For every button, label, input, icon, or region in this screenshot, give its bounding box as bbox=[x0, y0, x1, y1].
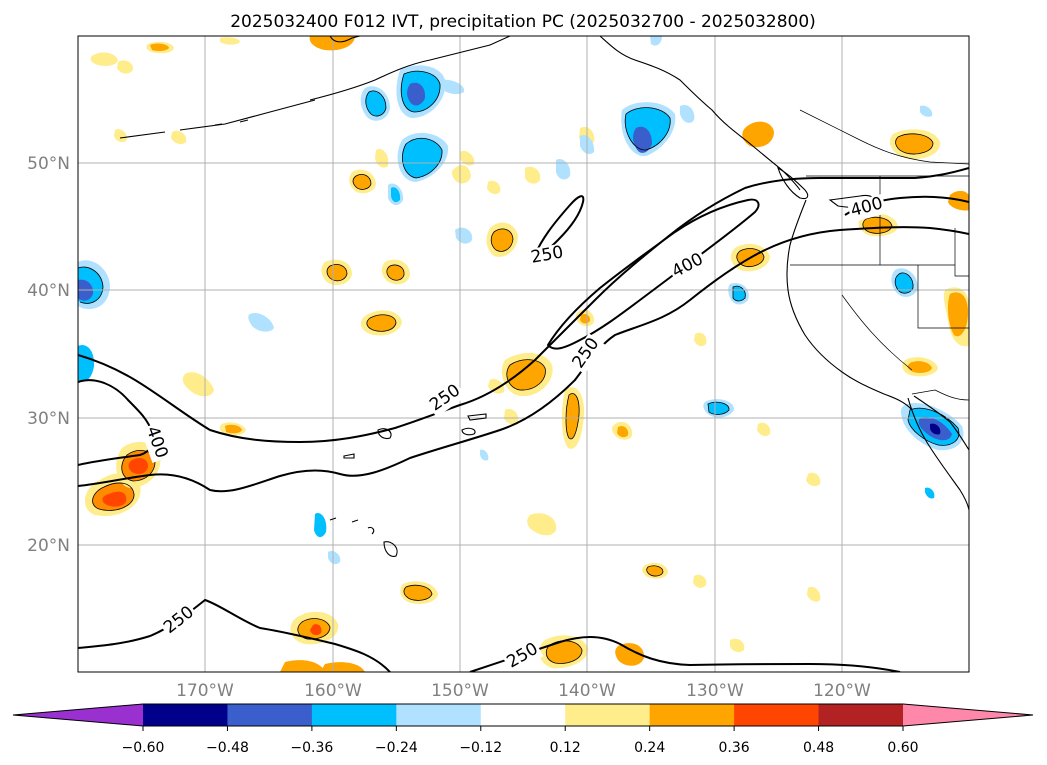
lon-label-140w: 140°W bbox=[558, 681, 616, 701]
lat-label-40n: 40°N bbox=[27, 281, 70, 301]
graticule bbox=[78, 36, 969, 672]
border-states bbox=[790, 109, 969, 371]
coastlines bbox=[119, 36, 969, 557]
ivt-contour-250-southern-band-east bbox=[469, 636, 901, 672]
lat-labels: 50°N 40°N 30°N 20°N bbox=[27, 154, 70, 556]
coast-vancouver-island bbox=[777, 166, 809, 200]
precip-outlines bbox=[78, 70, 960, 664]
precip-shading bbox=[78, 36, 969, 672]
colorbar-extend-high bbox=[903, 704, 1033, 726]
coast-baja bbox=[907, 397, 969, 511]
colorbar-segment bbox=[143, 704, 228, 726]
political-borders bbox=[790, 109, 969, 401]
ivt-contour-250-south bbox=[78, 226, 969, 493]
coast-us-west bbox=[786, 199, 913, 411]
figure-title: 2025032400 F012 IVT, precipitation PC (2… bbox=[230, 12, 816, 32]
colorbar-segments bbox=[143, 704, 904, 726]
colorbar-tick-label: −0.12 bbox=[459, 740, 502, 756]
lon-label-120w: 120°W bbox=[813, 681, 871, 701]
lon-label-130w: 130°W bbox=[686, 681, 744, 701]
colorbar-tick-label: 0.48 bbox=[803, 740, 834, 756]
colorbar-segment bbox=[734, 704, 820, 726]
colorbar-tick-label: −0.48 bbox=[206, 740, 249, 756]
colorbar-segment bbox=[565, 704, 651, 726]
lon-label-160w: 160°W bbox=[304, 681, 362, 701]
colorbar-extend-low bbox=[13, 704, 143, 726]
ivt-contours bbox=[78, 167, 969, 672]
map-frame bbox=[77, 35, 970, 673]
colorbar-tick-label: −0.36 bbox=[290, 740, 333, 756]
precip-negative-areas bbox=[78, 36, 964, 565]
colorbar-tick-label: −0.24 bbox=[375, 740, 418, 756]
coast-aleutians bbox=[119, 99, 316, 139]
lat-label-50n: 50°N bbox=[27, 154, 70, 174]
colorbar-tick-label: 0.24 bbox=[634, 740, 665, 756]
border-us-mexico bbox=[911, 389, 969, 401]
precip-positive-areas bbox=[84, 36, 969, 672]
ivt-contour-250-north bbox=[78, 167, 969, 444]
lat-label-30n: 30°N bbox=[27, 409, 70, 429]
ivt-contour-400-jet bbox=[546, 198, 760, 350]
colorbar-tick-label: −0.60 bbox=[122, 740, 165, 756]
colorbar-tick-label: 0.12 bbox=[550, 740, 581, 756]
colorbar-segment bbox=[396, 704, 482, 726]
lat-label-20n: 20°N bbox=[27, 536, 70, 556]
map-panel: 250 250 250 250 250 400 400 400 bbox=[77, 35, 970, 673]
colorbar-ticks: −0.60 −0.48 −0.36 −0.24 −0.12 0.12 0.24 0.36 0.4… bbox=[122, 726, 919, 756]
lon-label-150w: 150°W bbox=[431, 681, 489, 701]
lon-label-170w: 170°W bbox=[176, 681, 234, 701]
lon-labels: 170°W 160°W 150°W 140°W 130°W 120°W bbox=[176, 681, 871, 701]
colorbar-segment bbox=[311, 704, 397, 726]
colorbar: −0.60 −0.48 −0.36 −0.24 −0.12 0.12 0.24 0.36 0.4… bbox=[12, 703, 1034, 756]
colorbar-segment bbox=[649, 704, 735, 726]
colorbar-segment bbox=[480, 704, 566, 726]
coast-alaska bbox=[309, 36, 511, 101]
coast-hawaii bbox=[329, 517, 398, 557]
ivt-contour-250-southern-band bbox=[78, 598, 391, 672]
colorbar-segment bbox=[227, 704, 313, 726]
colorbar-tick-label: 0.60 bbox=[887, 740, 918, 756]
colorbar-tick-label: 0.36 bbox=[719, 740, 750, 756]
coast-mainland-mexico bbox=[913, 395, 969, 451]
colorbar-segment bbox=[818, 704, 904, 726]
